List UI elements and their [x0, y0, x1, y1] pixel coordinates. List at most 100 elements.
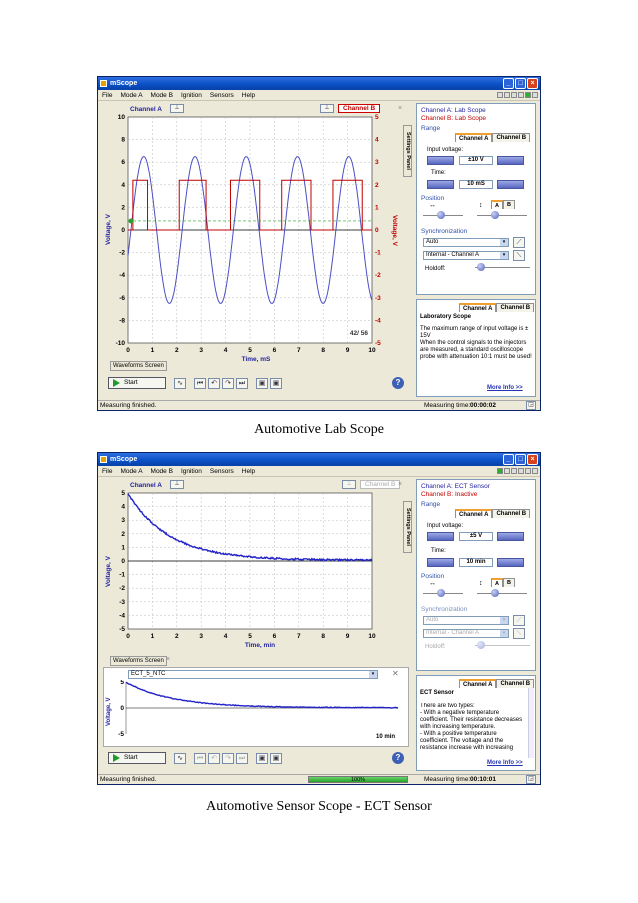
- redo-icon[interactable]: ↷: [222, 753, 234, 764]
- menu-sensors[interactable]: Sensors: [210, 90, 234, 100]
- last-frame-icon[interactable]: ⏭: [236, 753, 248, 764]
- save-icon[interactable]: ▣: [256, 378, 268, 389]
- tray-icon[interactable]: [532, 92, 538, 98]
- more-info-link[interactable]: More Info >>: [487, 385, 523, 391]
- close-chart-icon[interactable]: ×: [398, 105, 402, 112]
- channel-b-label[interactable]: Channel B: [338, 104, 380, 113]
- start-button[interactable]: Start: [108, 752, 166, 764]
- info-scrollbar[interactable]: [528, 688, 534, 758]
- channel-b-trigger-icon[interactable]: ⊥: [342, 480, 356, 489]
- voltage-down-button[interactable]: [427, 532, 454, 541]
- time-down-button[interactable]: [427, 558, 454, 567]
- tray-icon[interactable]: [511, 92, 517, 98]
- overview-plot[interactable]: 5 0 -5: [114, 680, 406, 744]
- waveforms-screen-tab[interactable]: Waveforms Screen: [110, 656, 167, 666]
- voltage-up-button[interactable]: [497, 532, 524, 541]
- overview-file-select[interactable]: ECT_5_NTC ▾: [128, 670, 378, 679]
- menu-file[interactable]: File: [102, 90, 112, 100]
- position-tab-b[interactable]: B: [503, 578, 515, 587]
- close-overview-icon[interactable]: ✕: [392, 669, 399, 678]
- tray-icon[interactable]: [532, 468, 538, 474]
- first-frame-icon[interactable]: ⏮: [194, 753, 206, 764]
- tray-icon[interactable]: [504, 468, 510, 474]
- status-icon[interactable]: ◲: [526, 775, 536, 784]
- maximize-button[interactable]: □: [515, 454, 526, 465]
- tray-icon[interactable]: [518, 468, 524, 474]
- tray-icon-active[interactable]: [497, 468, 503, 474]
- minimize-button[interactable]: _: [503, 454, 514, 465]
- tab-channel-a[interactable]: Channel A: [455, 133, 492, 142]
- first-frame-icon[interactable]: ⏮: [194, 378, 206, 389]
- sync-source-select[interactable]: Internal - Channel A ▾: [423, 251, 509, 260]
- channel-b-trigger-icon[interactable]: ⊥: [320, 104, 334, 113]
- tray-icon[interactable]: [525, 468, 531, 474]
- tab-channel-b[interactable]: Channel B: [492, 133, 530, 142]
- help-icon[interactable]: ?: [392, 752, 404, 764]
- tab-channel-a[interactable]: Channel A: [455, 509, 492, 518]
- tab-channel-b[interactable]: Channel B: [492, 509, 530, 518]
- redo-icon[interactable]: ↷: [222, 378, 234, 389]
- help-icon[interactable]: ?: [392, 377, 404, 389]
- sync-mode-select[interactable]: Auto ▾: [423, 238, 509, 247]
- minimize-button[interactable]: _: [503, 78, 514, 89]
- save-icon[interactable]: ▣: [256, 753, 268, 764]
- tray-icon[interactable]: [497, 92, 503, 98]
- undo-icon[interactable]: ↶: [208, 378, 220, 389]
- menu-mode-a[interactable]: Mode A: [120, 90, 142, 100]
- info-tab-channel-a[interactable]: Channel A: [459, 679, 496, 688]
- settings-panel-tab[interactable]: Settings Panel: [403, 125, 412, 177]
- last-frame-icon[interactable]: ⏭: [236, 378, 248, 389]
- horizontal-position-slider[interactable]: [423, 211, 463, 220]
- vertical-position-slider[interactable]: [477, 589, 527, 598]
- waveform-icon[interactable]: ∿: [174, 378, 186, 389]
- menu-sensors[interactable]: Sensors: [210, 466, 234, 476]
- undo-icon[interactable]: ↶: [208, 753, 220, 764]
- voltage-down-button[interactable]: [427, 156, 454, 165]
- position-tab-a[interactable]: A: [491, 200, 503, 209]
- rising-edge-icon[interactable]: ⟋: [513, 615, 525, 626]
- menu-help[interactable]: Help: [242, 466, 255, 476]
- menu-help[interactable]: Help: [242, 90, 255, 100]
- channel-a-label[interactable]: Channel A: [130, 106, 162, 113]
- channel-b-label[interactable]: Channel B: [360, 480, 400, 489]
- menu-mode-b[interactable]: Mode B: [151, 90, 173, 100]
- menu-ignition[interactable]: Ignition: [181, 90, 202, 100]
- channel-a-trigger-icon[interactable]: ⊥: [170, 480, 184, 489]
- time-up-button[interactable]: [497, 558, 524, 567]
- menu-ignition[interactable]: Ignition: [181, 466, 202, 476]
- holdoff-slider[interactable]: [475, 641, 530, 650]
- ect-sensor-plot[interactable]: 543210-1-2-3-4-50 1 2 3 4 5 6 7 8 9 10Time, min: [112, 489, 394, 657]
- save-as-icon[interactable]: ▣: [270, 378, 282, 389]
- voltage-up-button[interactable]: [497, 156, 524, 165]
- menu-file[interactable]: File: [102, 466, 112, 476]
- more-info-link[interactable]: More Info >>: [487, 760, 523, 766]
- channel-a-label[interactable]: Channel A: [130, 482, 162, 489]
- settings-panel-tab[interactable]: Settings Panel: [403, 501, 412, 553]
- tray-icon-active[interactable]: [525, 92, 531, 98]
- time-down-button[interactable]: [427, 180, 454, 189]
- close-button[interactable]: ×: [527, 78, 538, 89]
- tray-icon[interactable]: [511, 468, 517, 474]
- close-chart-icon[interactable]: ×: [398, 481, 402, 488]
- vertical-position-slider[interactable]: [477, 211, 527, 220]
- menu-mode-b[interactable]: Mode B: [151, 466, 173, 476]
- channel-a-trigger-icon[interactable]: ⊥: [170, 104, 184, 113]
- close-tab-icon[interactable]: ×: [166, 656, 170, 663]
- position-tab-b[interactable]: B: [503, 200, 515, 209]
- tray-icon[interactable]: [518, 92, 524, 98]
- menu-mode-a[interactable]: Mode A: [120, 466, 142, 476]
- status-icon[interactable]: ◲: [526, 401, 536, 410]
- close-button[interactable]: ×: [527, 454, 538, 465]
- waveforms-screen-tab[interactable]: Waveforms Screen: [110, 361, 167, 371]
- time-up-button[interactable]: [497, 180, 524, 189]
- holdoff-slider[interactable]: [475, 263, 530, 272]
- waveform-icon[interactable]: ∿: [174, 753, 186, 764]
- falling-edge-icon[interactable]: ⟍: [513, 250, 525, 261]
- info-tab-channel-b[interactable]: Channel B: [496, 303, 534, 312]
- lab-scope-plot[interactable]: 1086420-2-4-6-8-10543210-1-2-3-4-50 1 2 3 4 5…: [112, 113, 394, 375]
- info-tab-channel-b[interactable]: Channel B: [496, 679, 534, 688]
- sync-source-select[interactable]: Internal - Channel A ▾: [423, 629, 509, 638]
- position-tab-a[interactable]: A: [491, 578, 503, 587]
- rising-edge-icon[interactable]: ⟋: [513, 237, 525, 248]
- info-tab-channel-a[interactable]: Channel A: [459, 303, 496, 312]
